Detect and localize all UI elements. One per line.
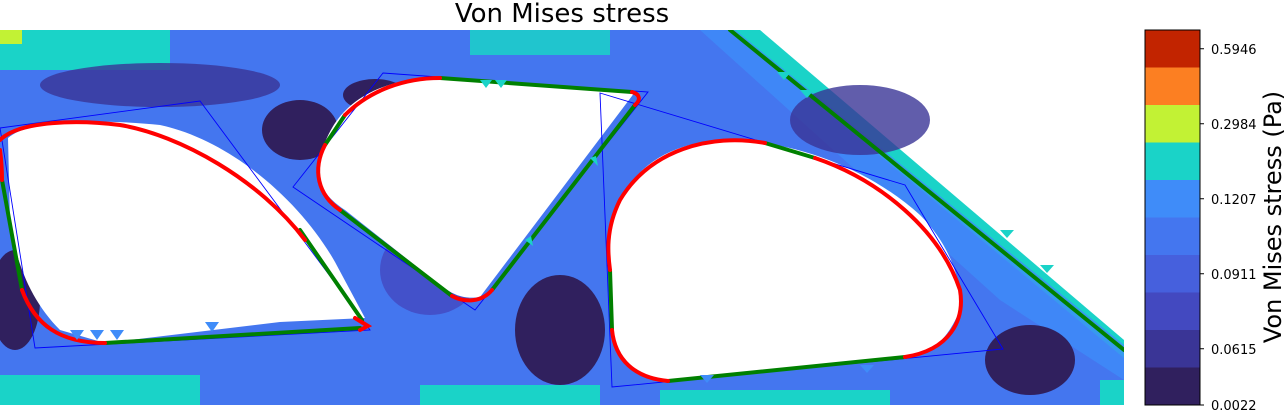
hole-right [609, 140, 961, 381]
colorbar-frame [1144, 29, 1201, 406]
stress-map [0, 30, 1124, 405]
mid-region-2 [790, 85, 930, 155]
colorbar-levels [1145, 30, 1200, 405]
bottom-patch-3 [660, 390, 890, 405]
colorbar-level-5 [1145, 180, 1200, 218]
colorbar-tick-label: 0.1207 [1211, 193, 1257, 208]
bounding-box-left [0, 100, 371, 349]
top-left-hotspot [0, 30, 22, 44]
bottom-patch-4 [1100, 380, 1124, 405]
colorbar-level-0 [1145, 367, 1200, 405]
colorbar-level-8 [1145, 67, 1200, 105]
top-middle-patch [470, 30, 610, 55]
fillet-arcs [0, 76, 963, 383]
colorbar-tick-label: 0.5946 [1211, 43, 1257, 58]
hole-left [8, 121, 365, 344]
colorbar-level-6 [1145, 142, 1200, 180]
colorbar: 0.0022 0.0615 0.0911 0.1207 0.2984 0.5946 Von… [1144, 29, 1287, 413]
mesh-artifacts-light [70, 322, 874, 383]
colorbar-label: Von Mises stress (Pa) [1259, 91, 1287, 343]
straight-segments [0, 30, 1124, 383]
mid-region-1 [40, 63, 280, 107]
colorbar-level-1 [1145, 330, 1200, 368]
dark-region-3 [515, 275, 605, 385]
colorbar-level-2 [1145, 292, 1200, 330]
colorbar-ticks: 0.0022 0.0615 0.0911 0.1207 0.2984 0.5946 [1200, 43, 1257, 413]
colorbar-tick-label: 0.0022 [1211, 399, 1257, 413]
chart-title: Von Mises stress [454, 0, 670, 29]
colorbar-level-9 [1145, 30, 1200, 68]
colorbar-level-7 [1145, 105, 1200, 143]
bottom-patch-1 [0, 375, 200, 405]
hole-middle [318, 78, 635, 298]
dark-region-4 [985, 325, 1075, 395]
colorbar-level-3 [1145, 255, 1200, 293]
colorbar-tick-label: 0.2984 [1211, 118, 1257, 133]
colorbar-tick-label: 0.0911 [1211, 268, 1257, 283]
colorbar-tick-label: 0.0615 [1211, 343, 1257, 358]
mesh-artifacts [480, 72, 1054, 273]
bottom-patch-2 [420, 385, 600, 405]
colorbar-level-4 [1145, 217, 1200, 255]
dark-region-1 [262, 100, 338, 160]
